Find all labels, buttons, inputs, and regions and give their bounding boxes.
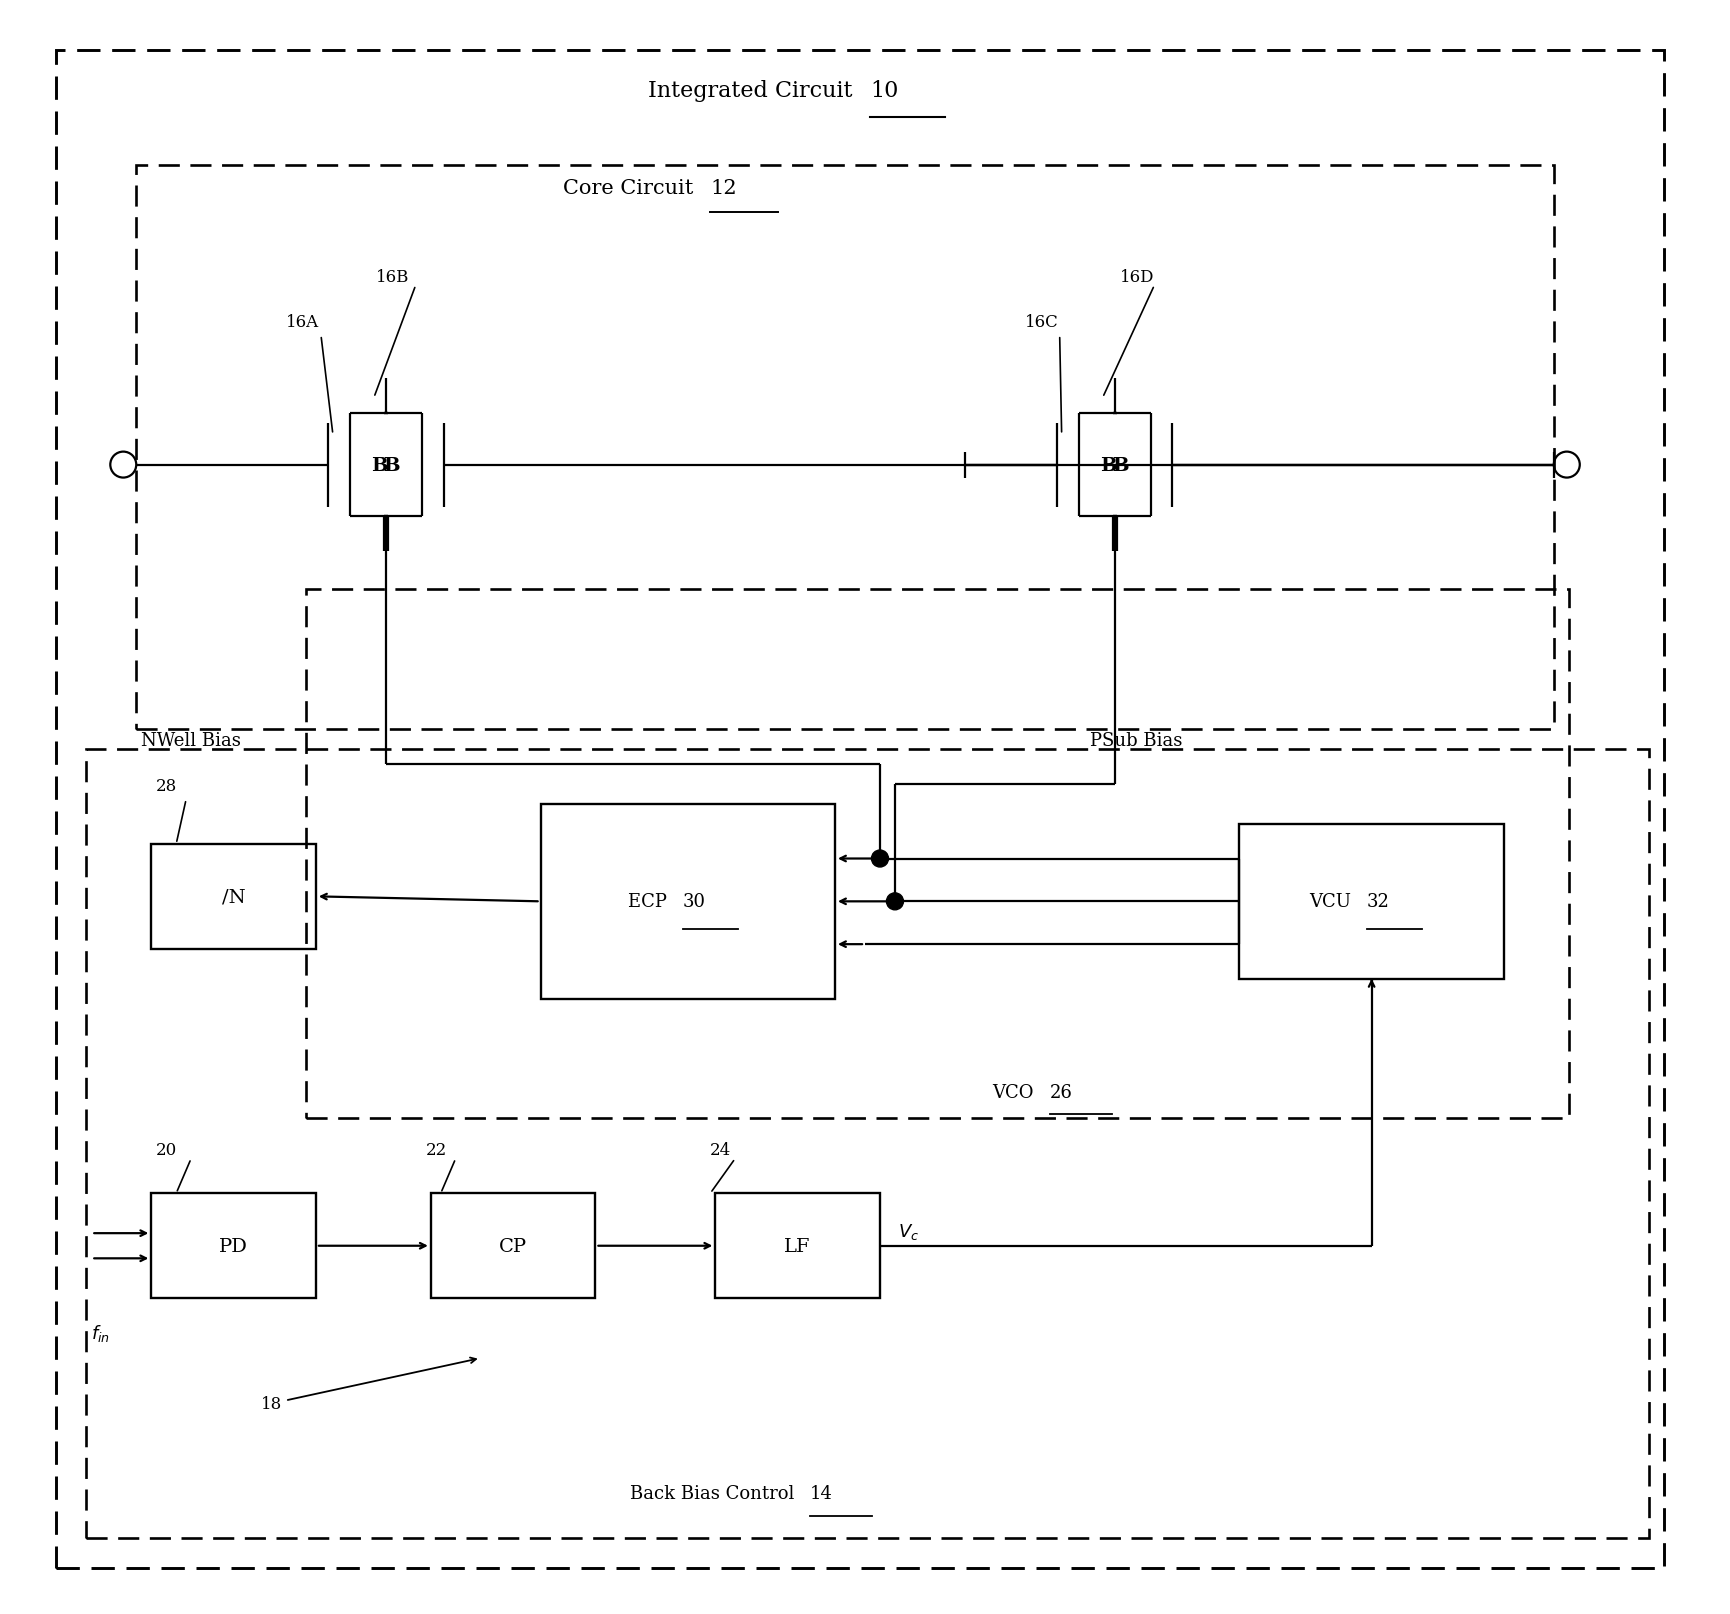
Text: 16A: 16A	[285, 313, 318, 331]
Text: /N: /N	[221, 888, 246, 905]
Text: Back Bias Control: Back Bias Control	[630, 1483, 799, 1503]
Text: 30: 30	[682, 893, 706, 910]
Text: Integrated Circuit: Integrated Circuit	[649, 81, 860, 102]
Text: B: B	[1112, 457, 1128, 475]
Text: 22: 22	[426, 1141, 446, 1159]
Text: 24: 24	[709, 1141, 732, 1159]
Text: Core Circuit: Core Circuit	[562, 179, 701, 197]
Text: 28: 28	[156, 778, 178, 794]
Text: 20: 20	[156, 1141, 178, 1159]
Text: B: B	[1100, 457, 1116, 475]
Text: 16D: 16D	[1119, 270, 1154, 286]
Text: ECP: ECP	[628, 893, 673, 910]
Text: 26: 26	[1048, 1083, 1073, 1101]
Circle shape	[886, 893, 903, 910]
Text: B: B	[384, 457, 400, 475]
Text: 18: 18	[261, 1357, 476, 1412]
Text: 14: 14	[810, 1483, 832, 1503]
Circle shape	[870, 851, 887, 867]
Text: CP: CP	[498, 1236, 528, 1256]
Text: LF: LF	[784, 1236, 810, 1256]
Text: 16C: 16C	[1024, 313, 1057, 331]
Text: 10: 10	[870, 81, 898, 102]
Text: $f_{in}$: $f_{in}$	[92, 1322, 111, 1343]
Text: VCO: VCO	[991, 1083, 1040, 1101]
Text: 12: 12	[709, 179, 737, 197]
Text: VCU: VCU	[1308, 893, 1356, 910]
Text: NWell Bias: NWell Bias	[142, 731, 240, 749]
Text: 16B: 16B	[375, 270, 408, 286]
Text: PSub Bias: PSub Bias	[1088, 731, 1182, 749]
Text: PD: PD	[220, 1236, 247, 1256]
Text: $V_c$: $V_c$	[898, 1222, 919, 1241]
Text: 32: 32	[1367, 893, 1389, 910]
Text: B: B	[372, 457, 388, 475]
